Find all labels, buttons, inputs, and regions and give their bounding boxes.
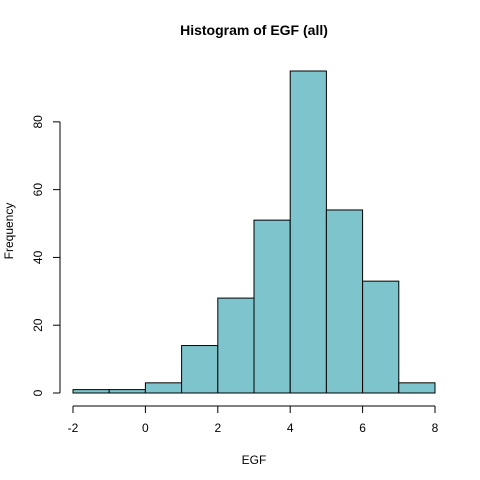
histogram-bar-2 <box>144 382 183 394</box>
histogram-bar-0 <box>72 389 110 394</box>
y-tick-label-2: 40 <box>31 250 45 264</box>
y-tick-label-1: 20 <box>31 318 45 332</box>
y-axis-label: Frequency <box>2 203 16 260</box>
x-tick-label-3: 4 <box>287 421 294 435</box>
histogram-bar-6 <box>289 70 327 394</box>
histogram-bar-5 <box>253 219 291 394</box>
histogram-bar-1 <box>108 389 146 394</box>
x-tick-label-5: 8 <box>432 421 439 435</box>
histogram-bar-7 <box>325 209 364 394</box>
x-axis-label: EGF <box>242 453 267 467</box>
x-tick-label-0: -2 <box>68 421 79 435</box>
histogram-bar-3 <box>181 345 219 394</box>
y-tick-label-0: 0 <box>31 389 45 396</box>
histogram-bar-4 <box>217 297 255 394</box>
x-tick-label-1: 0 <box>142 421 149 435</box>
x-tick-label-2: 2 <box>214 421 221 435</box>
bars-group <box>72 70 436 394</box>
chart-title: Histogram of EGF (all) <box>180 22 328 38</box>
y-tick-label-3: 60 <box>31 183 45 197</box>
x-tick-label-4: 6 <box>359 421 366 435</box>
y-axis: 0 20 40 60 80 <box>31 115 61 396</box>
y-tick-label-4: 80 <box>31 115 45 129</box>
x-axis: -2 0 2 4 6 8 <box>68 405 439 435</box>
histogram-bar-9 <box>398 382 436 394</box>
histogram-bar-8 <box>362 280 400 394</box>
